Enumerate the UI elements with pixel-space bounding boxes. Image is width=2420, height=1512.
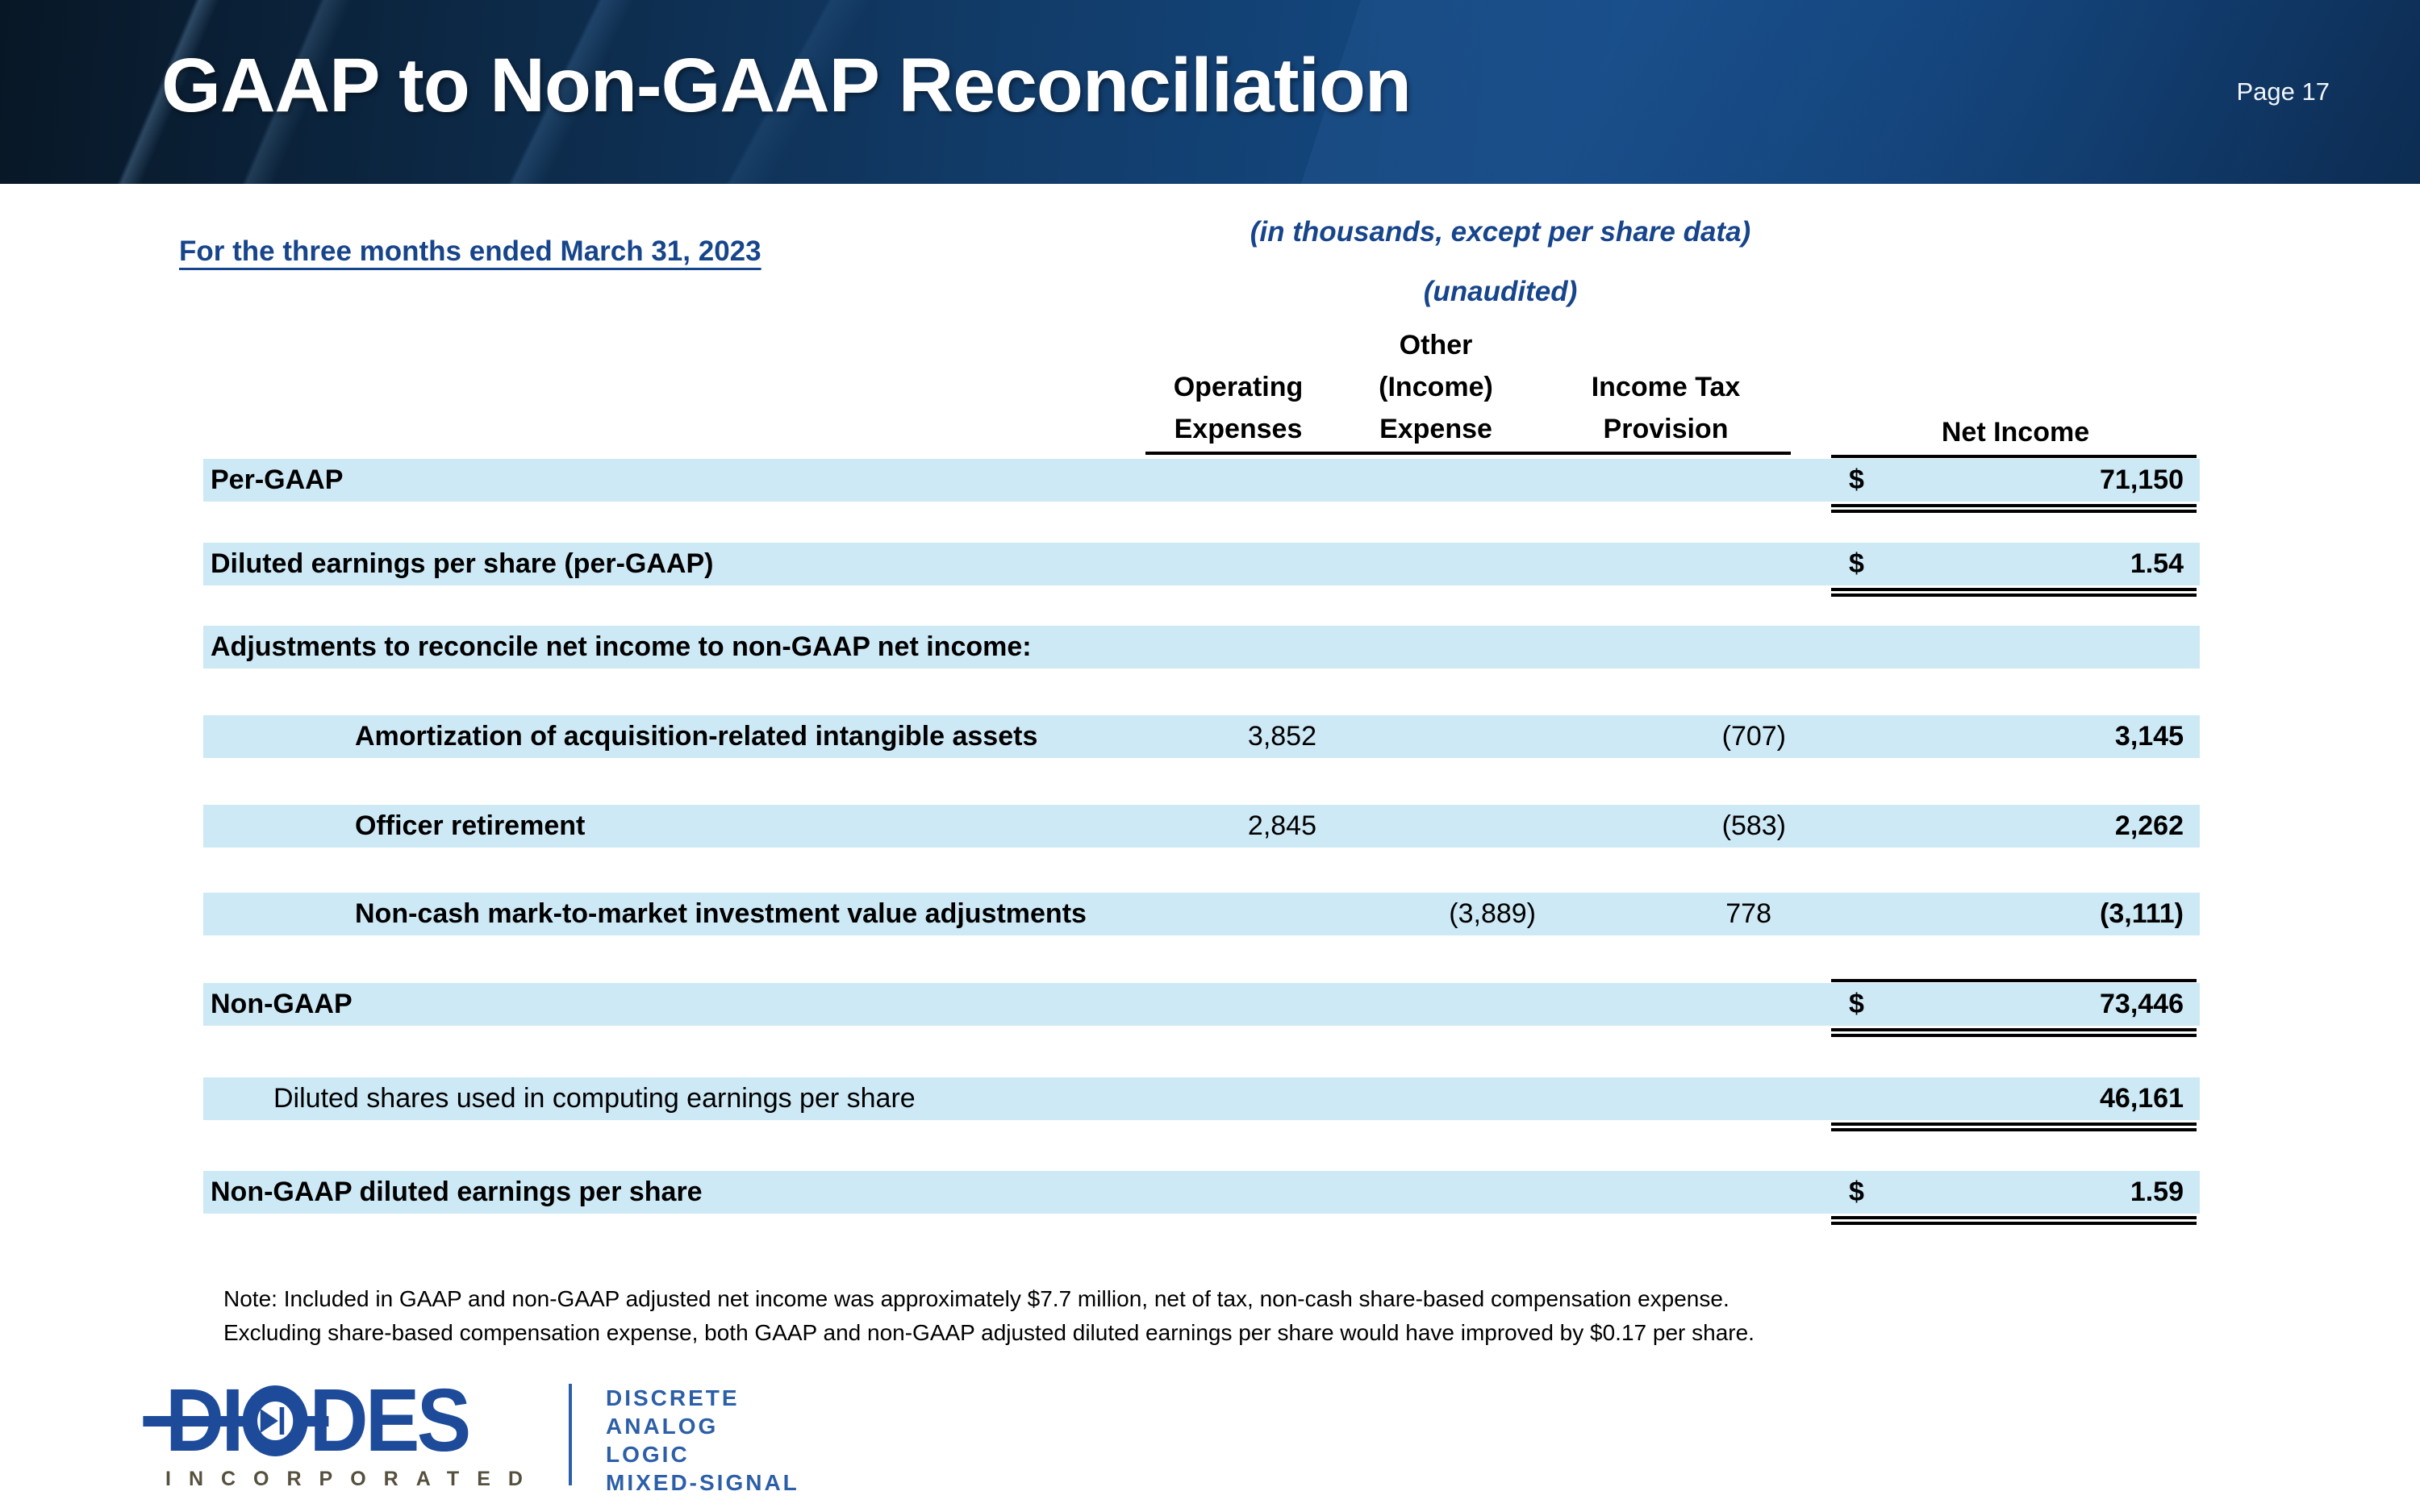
table-row-diluted-shares: Diluted shares used in computing earning… xyxy=(203,1077,2200,1131)
net-income-cell: (3,111) xyxy=(2100,898,2184,929)
net-income-cell: $ 1.59 xyxy=(1831,1171,2200,1225)
period-label: For the three months ended March 31, 202… xyxy=(179,235,761,267)
table-row-per-gaap: Per-GAAP $ 71,150 xyxy=(203,455,2200,513)
units-note: (in thousands, except per share data) xyxy=(1250,216,1751,248)
table-row-mark-to-market: Non-cash mark-to-market investment value… xyxy=(203,893,2200,935)
column-header-net-income: Net Income xyxy=(1941,417,2090,448)
units-note-block: (in thousands, except per share data) (u… xyxy=(1194,216,1807,308)
column-header-other-income-expense: Other (Income) Expense xyxy=(1331,321,1541,455)
column-header-income-tax-provision: Income Tax Provision xyxy=(1541,321,1791,455)
net-income-cell: $ 1.54 xyxy=(1831,543,2200,597)
dollar-sign: $ xyxy=(1849,1177,1864,1207)
footnote-line-1: Note: Included in GAAP and non-GAAP adju… xyxy=(223,1286,1729,1311)
net-income-cell: $ 71,150 xyxy=(1831,455,2200,513)
table-row-amortization: Amortization of acquisition-related inta… xyxy=(203,715,2200,758)
table-row-officer-retirement: Officer retirement 2,845 (583) 2,262 xyxy=(203,805,2200,848)
dollar-sign: $ xyxy=(1849,464,1864,495)
net-income-cell: 3,145 xyxy=(2114,721,2184,752)
diode-symbol-icon xyxy=(242,1385,308,1456)
net-income-cell: $ 73,446 xyxy=(1831,979,2200,1037)
logo-divider xyxy=(569,1384,572,1485)
footnote-line-2: Excluding share-based compensation expen… xyxy=(223,1320,1754,1345)
net-income-cell xyxy=(1831,626,2200,669)
incorporated-label: INCORPORATED xyxy=(165,1468,540,1490)
page-number: Page 17 xyxy=(2236,77,2330,106)
table-row-non-gaap: Non-GAAP $ 73,446 xyxy=(203,979,2200,1037)
footnote: Note: Included in GAAP and non-GAAP adju… xyxy=(223,1282,2119,1350)
diodes-wordmark: DI DES INCORPORATED xyxy=(143,1377,540,1491)
dollar-sign: $ xyxy=(1849,989,1864,1019)
dollar-sign: $ xyxy=(1849,548,1864,579)
table-row-diluted-eps-gaap: Diluted earnings per share (per-GAAP) $ … xyxy=(203,543,2200,597)
column-header-spacer xyxy=(203,321,1145,455)
table-column-headers: Operating Expenses Other (Income) Expens… xyxy=(203,321,2200,455)
logo-taglines: DISCRETE ANALOG LOGIC MIXED-SIGNAL xyxy=(606,1385,799,1495)
table-row-adjustments-header: Adjustments to reconcile net income to n… xyxy=(203,626,2200,669)
net-income-cell: 2,262 xyxy=(2114,810,2184,841)
net-income-cell: 46,161 xyxy=(1831,1077,2200,1131)
company-logo: DI DES INCORPORATED DISCRETE ANALOG LOGI… xyxy=(143,1377,799,1497)
unaudited-note: (unaudited) xyxy=(1423,276,1578,307)
table-row-non-gaap-diluted-eps: Non-GAAP diluted earnings per share $ 1.… xyxy=(203,1171,2200,1225)
column-gap xyxy=(1791,321,1831,455)
column-header-operating-expenses: Operating Expenses xyxy=(1145,321,1331,455)
page-title: GAAP to Non-GAAP Reconciliation xyxy=(161,43,1412,128)
header-band: GAAP to Non-GAAP Reconciliation Page 17 xyxy=(0,0,2420,184)
